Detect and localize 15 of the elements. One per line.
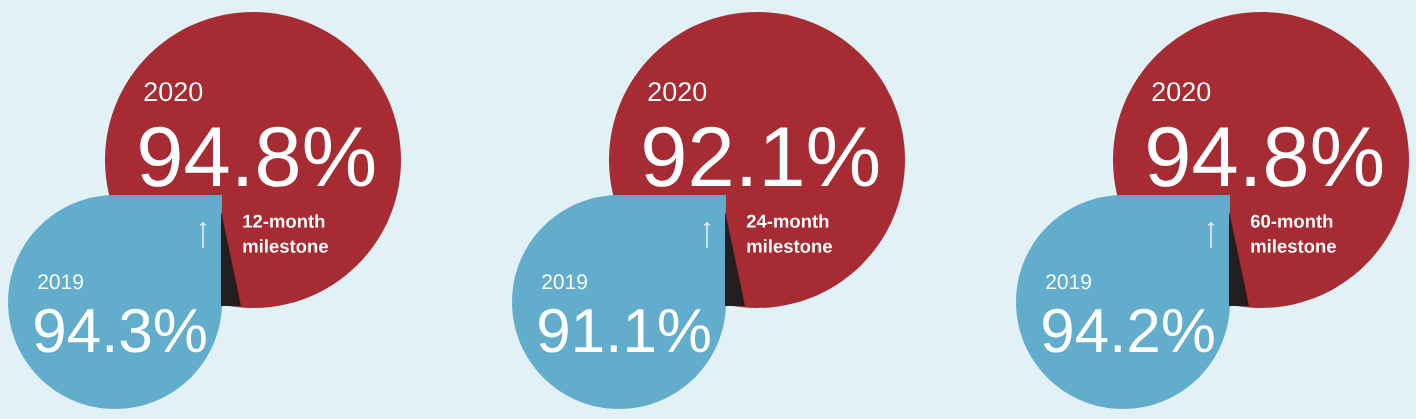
category-label: 2019 — [1046, 274, 1091, 290]
text: 24-month milestone — [746, 214, 832, 253]
category-label: 2019 — [38, 274, 83, 290]
data-label: 92.1% — [644, 126, 879, 187]
text: 60-month milestone — [1250, 214, 1336, 253]
data-label: 91.1% — [539, 308, 710, 353]
text: 12-month milestone — [243, 214, 328, 253]
category-label: 2019 — [542, 274, 587, 290]
data-label: 94.3% — [35, 308, 206, 353]
category-label: 2020 — [144, 82, 203, 102]
category-label: 2020 — [1152, 82, 1211, 102]
data-label: 94.2% — [1043, 308, 1214, 353]
data-label: 94.8% — [140, 126, 375, 187]
category-label: 2020 — [648, 82, 707, 102]
data-label: 94.8% — [1148, 126, 1383, 187]
